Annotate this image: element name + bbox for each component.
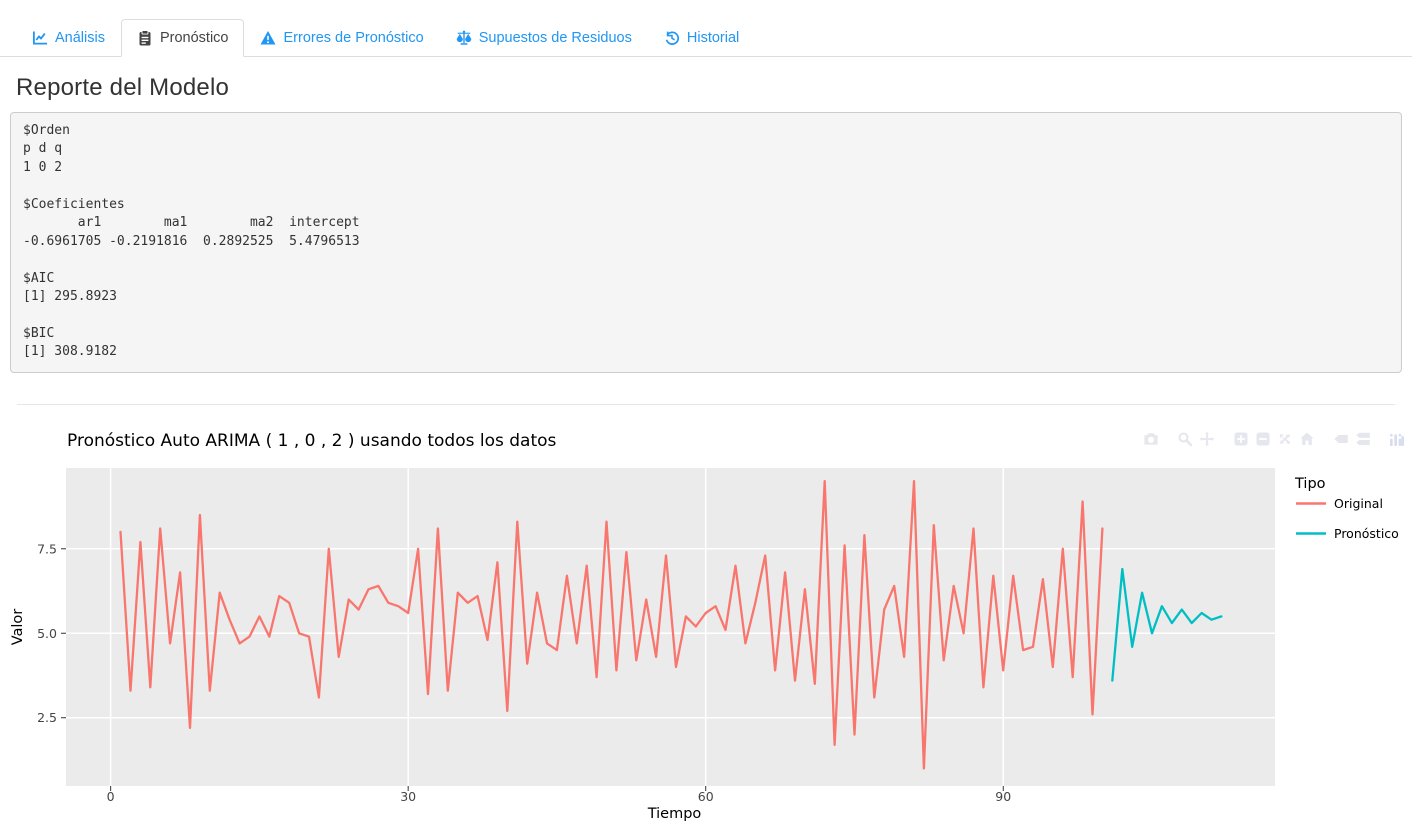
- modebar-hover-compare-button[interactable]: [1352, 429, 1374, 449]
- legend-item-pronóstico[interactable]: Pronóstico: [1296, 526, 1399, 541]
- tab-label: Pronóstico: [159, 30, 229, 46]
- modebar-group: [1330, 429, 1374, 449]
- modebar-camera-button[interactable]: [1140, 429, 1162, 449]
- y-tick-label: 7.5: [37, 541, 57, 556]
- tab-analisis[interactable]: Análisis: [16, 19, 121, 57]
- plotly-modebar: [1128, 429, 1408, 449]
- modebar-zoom-out-button[interactable]: [1252, 429, 1274, 449]
- model-report-output: $Orden p d q 1 0 2 $Coeficientes ar1 ma1…: [10, 112, 1402, 373]
- tab-supuestos-de-residuos[interactable]: Supuestos de Residuos: [440, 19, 648, 57]
- autoscale-icon: [1279, 434, 1290, 444]
- zoom-in-icon: [1234, 432, 1248, 446]
- modebar-autoscale-button[interactable]: [1274, 429, 1296, 449]
- modebar-hover-closest-button[interactable]: [1330, 429, 1352, 449]
- legend-label: Original: [1334, 496, 1383, 511]
- modebar-group: [1140, 429, 1162, 449]
- modebar-zoom-in-button[interactable]: [1230, 429, 1252, 449]
- plotly-logo-icon: [1390, 433, 1404, 446]
- y-tick-label: 2.5: [37, 710, 57, 725]
- modebar-zoom-button[interactable]: [1174, 429, 1196, 449]
- modebar-group: [1230, 429, 1318, 449]
- camera-icon: [1144, 433, 1158, 445]
- plot-area[interactable]: [66, 468, 1275, 786]
- hover-closest-icon: [1334, 435, 1348, 443]
- modebar-reset-axes-button[interactable]: [1296, 429, 1318, 449]
- tab-bar: Análisis Pronóstico Errores de Pronóstic…: [0, 0, 1412, 57]
- reset-axes-icon: [1300, 432, 1314, 445]
- zoom-out-icon: [1256, 432, 1270, 446]
- modebar-pan-button[interactable]: [1196, 429, 1218, 449]
- series-line-original[interactable]: [119, 480, 1104, 770]
- tab-pronostico[interactable]: Pronóstico: [120, 19, 245, 57]
- tab-label: Supuestos de Residuos: [478, 30, 632, 46]
- legend-item-original[interactable]: Original: [1296, 496, 1383, 511]
- clipboard-icon: [137, 30, 153, 46]
- tab-errores-de-pronostico[interactable]: Errores de Pronóstico: [244, 19, 439, 57]
- legend-title: Tipo: [1294, 476, 1326, 492]
- forecast-chart[interactable]: 0 30 60 90 2.5 5.0 7.5 Tiempo Valor Tipo Original P…: [0, 460, 1412, 836]
- x-tick-label: 30: [400, 789, 416, 804]
- section-divider: [17, 404, 1395, 405]
- chart-title: Pronóstico Auto ARIMA ( 1 , 0 , 2 ) usan…: [67, 431, 557, 451]
- tab-label: Análisis: [55, 30, 105, 46]
- balance-scale-icon: [456, 30, 472, 46]
- modebar-plotly-logo-button[interactable]: [1386, 429, 1408, 449]
- modebar-group: [1174, 429, 1218, 449]
- tab-historial[interactable]: Historial: [648, 19, 755, 57]
- y-tick-label: 5.0: [37, 626, 57, 641]
- history-icon: [664, 30, 680, 46]
- hover-compare-icon: [1356, 432, 1370, 446]
- x-tick-label: 0: [107, 789, 115, 804]
- legend-label: Pronóstico: [1334, 526, 1399, 541]
- tab-label: Historial: [686, 30, 740, 46]
- x-tick-label: 90: [995, 789, 1011, 804]
- pan-icon: [1199, 431, 1215, 447]
- chart-line-icon: [32, 30, 48, 46]
- modebar-group: [1386, 429, 1408, 449]
- x-axis-title: Tiempo: [647, 806, 702, 822]
- warning-icon: [260, 30, 276, 46]
- tab-label: Errores de Pronóstico: [283, 30, 424, 46]
- series-line-pronóstico[interactable]: [1111, 567, 1223, 682]
- y-axis-title: Valor: [10, 609, 26, 646]
- x-tick-label: 60: [698, 789, 714, 804]
- zoom-icon: [1178, 432, 1193, 447]
- page-title: Reporte del Modelo: [16, 74, 230, 101]
